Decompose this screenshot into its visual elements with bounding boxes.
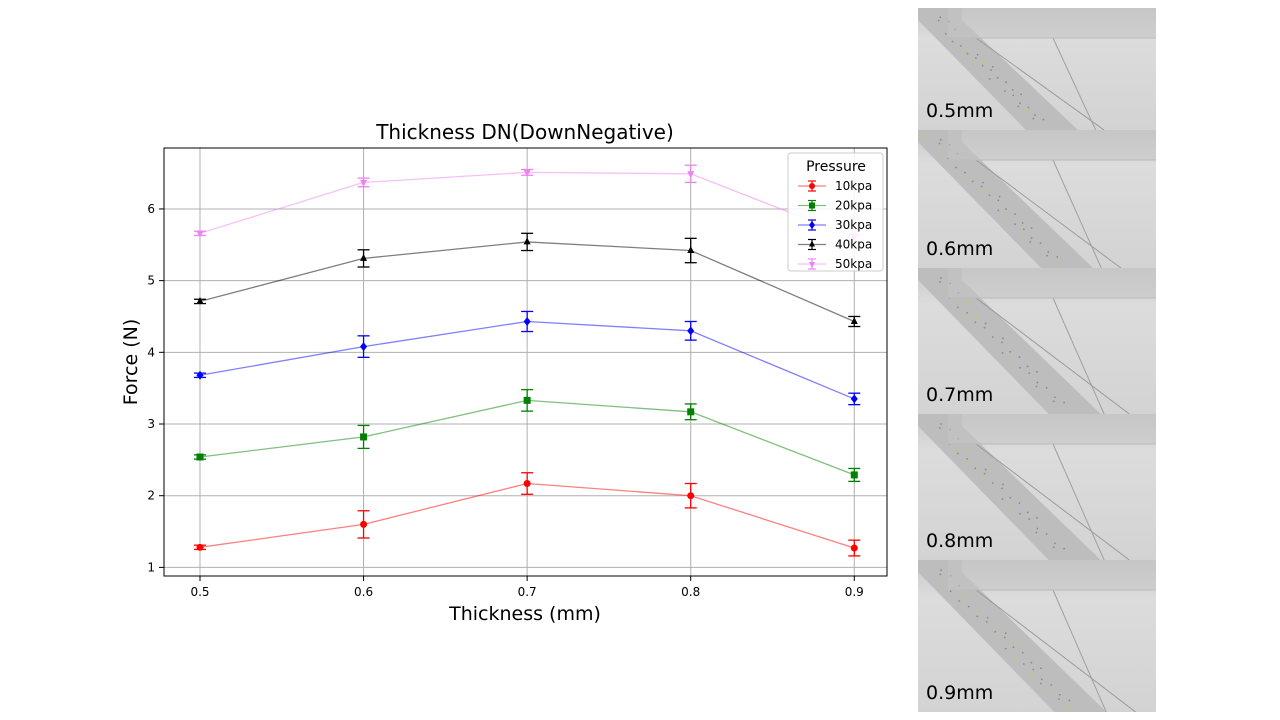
plot-border [163,147,888,577]
data-point [687,246,695,254]
data-point [360,179,368,187]
simulation-render-image [918,130,1156,268]
data-point [850,394,858,404]
thickness-image-panel: 0.9mm [918,560,1156,712]
data-point [523,396,531,404]
legend-label: 20kpa [835,199,872,213]
thickness-image-panel: 0.6mm [918,130,1156,268]
data-point [523,237,531,245]
data-point [687,492,695,500]
data-point [196,453,204,461]
y-tick-label: 5 [147,274,155,288]
data-point [196,543,204,551]
data-point [523,480,531,488]
series-30kpa [193,310,861,406]
legend-label: 30kpa [835,218,872,232]
data-point [196,230,204,238]
data-point [687,326,695,336]
x-axis-label: Thickness (mm) [448,603,601,625]
axis-ticks: 0.5 0.6 0.7 0.8 0.9 1 2 3 4 5 6 [147,202,863,599]
series-20kpa [193,388,861,483]
simulation-render-image [918,8,1156,130]
data-point [196,296,204,304]
legend-title: Pressure [806,159,866,175]
legend-marker [809,262,815,268]
data-point [687,408,695,416]
legend-marker [809,240,815,247]
legend-marker [809,221,815,229]
x-tick-label: 0.9 [845,585,864,599]
y-tick-label: 3 [147,417,155,431]
data-point [360,433,368,441]
x-tick-label: 0.5 [190,585,209,599]
legend: Pressure 10kpa 20kpa 30kpa 40kpa 50kpa [787,152,884,272]
thickness-image-panel: 0.8mm [918,414,1156,560]
simulation-render-image [918,268,1156,414]
series-40kpa [193,232,861,328]
thickness-image-panel: 0.7mm [918,268,1156,414]
y-tick-label: 6 [147,202,155,216]
data-point [360,520,368,528]
thickness-panel-label: 0.9mm [926,682,994,704]
data-point [850,544,858,552]
chart-title: Thickness DN(DownNegative) [375,120,674,144]
y-tick-label: 2 [147,489,155,503]
x-tick-label: 0.6 [354,585,373,599]
data-point [196,370,204,380]
data-point [850,471,858,479]
thickness-image-panel: 0.5mm [918,8,1156,130]
y-axis-label: Force (N) [120,319,142,405]
y-tick-label: 4 [147,345,155,359]
data-point [523,169,531,177]
thickness-panel-label: 0.6mm [926,238,994,260]
data-point [687,171,695,179]
thickness-panel-label: 0.8mm [926,530,994,552]
legend-label: 50kpa [835,257,872,271]
legend-label: 10kpa [835,179,872,193]
y-tick-label: 1 [147,560,155,574]
grid [164,148,887,576]
force-chart: 0.5 0.6 0.7 0.8 0.9 1 2 3 4 5 6 Thickness DN(DownN… [120,120,888,625]
thickness-panel-label: 0.5mm [926,100,994,122]
legend-marker [809,183,815,189]
series-10kpa [193,472,861,557]
data-point [360,253,368,261]
data-point [523,316,531,326]
data-point [850,316,858,324]
legend-marker [809,202,815,209]
simulation-render-image [918,414,1156,560]
thickness-panel-label: 0.7mm [926,384,994,406]
legend-label: 40kpa [835,238,872,252]
simulation-render-image [918,560,1156,712]
x-tick-label: 0.7 [518,585,537,599]
data-point [360,342,368,352]
x-tick-label: 0.8 [681,585,700,599]
